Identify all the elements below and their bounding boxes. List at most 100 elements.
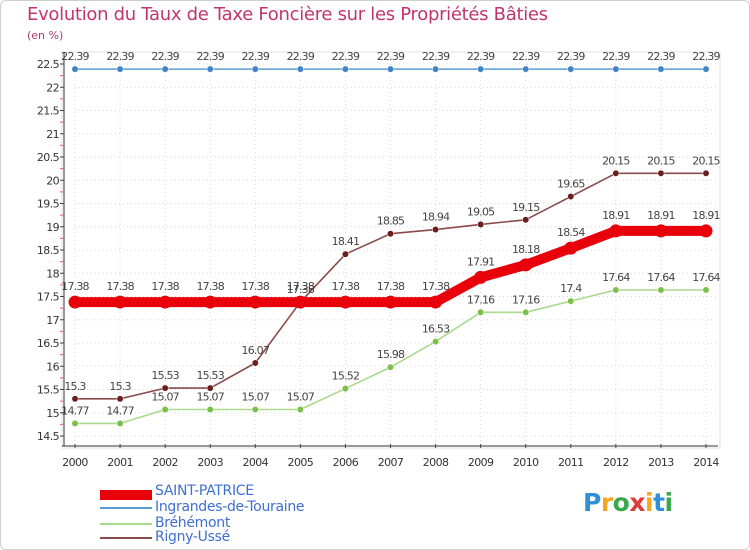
legend-swatch-rigny-usse: [100, 537, 152, 539]
data-point-ingrandes-de-touraine: [71, 65, 79, 73]
data-label-rigny-uss-: 20.15: [602, 154, 630, 167]
y-tick-label: 22.5: [37, 58, 60, 71]
data-point-rigny-uss-: [387, 230, 394, 238]
data-label-br-h-mont: 15.07: [287, 390, 315, 403]
x-tick-label: 2005: [288, 456, 314, 469]
data-label-br-h-mont: 15.98: [377, 348, 405, 361]
x-tick-label: 2006: [333, 456, 359, 469]
data-label-rigny-uss-: 15.53: [151, 369, 179, 382]
data-label-br-h-mont: 17.16: [467, 293, 495, 306]
data-label-saint-patrice: 18.54: [557, 226, 585, 239]
data-label-ingrandes-de-touraine: 22.39: [196, 50, 224, 63]
data-point-saint-patrice: [68, 295, 82, 309]
data-point-br-h-mont: [567, 297, 575, 305]
data-label-saint-patrice: 18.91: [692, 209, 720, 222]
data-point-saint-patrice: [654, 224, 668, 238]
data-label-ingrandes-de-touraine: 22.39: [377, 50, 405, 63]
data-point-saint-patrice: [203, 295, 217, 309]
data-label-rigny-uss-: 15.53: [196, 369, 224, 382]
y-tick-label: 14.5: [37, 430, 60, 443]
data-point-ingrandes-de-touraine: [612, 65, 620, 73]
data-point-saint-patrice: [384, 295, 397, 309]
x-tick-label: 2014: [693, 456, 719, 469]
legend-swatch-brehemont: [100, 523, 152, 525]
data-point-br-h-mont: [341, 385, 349, 393]
data-point-saint-patrice: [474, 270, 488, 284]
data-label-br-h-mont: 14.77: [106, 404, 134, 417]
y-tick-label: 18.5: [37, 244, 60, 257]
data-point-ingrandes-de-touraine: [116, 65, 124, 73]
data-label-ingrandes-de-touraine: 22.39: [287, 50, 315, 63]
legend-swatch-ingrandes: [100, 507, 152, 509]
data-label-br-h-mont: 17.64: [692, 271, 720, 284]
data-label-saint-patrice: 18.91: [647, 209, 675, 222]
data-point-ingrandes-de-touraine: [522, 65, 530, 73]
data-label-saint-patrice: 18.91: [602, 209, 630, 222]
data-point-rigny-uss-: [477, 220, 485, 228]
logo-letter: i: [664, 488, 674, 517]
data-label-rigny-uss-: 18.41: [332, 235, 360, 248]
y-tick-label: 17: [46, 314, 59, 327]
unit-label: (en %): [27, 29, 64, 42]
y-tick-label: 16: [46, 360, 59, 373]
grid: [61, 51, 721, 449]
data-point-ingrandes-de-touraine: [702, 65, 710, 73]
data-label-rigny-uss-: 17.38: [287, 283, 315, 296]
data-label-rigny-uss-: 18.85: [377, 215, 405, 228]
data-label-ingrandes-de-touraine: 22.39: [557, 50, 585, 63]
data-point-br-h-mont: [296, 406, 304, 413]
data-label-saint-patrice: 17.38: [242, 280, 270, 293]
data-label-br-h-mont: 14.77: [61, 404, 89, 417]
data-point-saint-patrice: [338, 295, 352, 309]
data-point-ingrandes-de-touraine: [567, 65, 575, 73]
y-tick-label: 16.5: [37, 337, 60, 350]
x-tick-label: 2008: [423, 456, 449, 469]
x-tick-label: 2003: [197, 456, 223, 469]
data-point-rigny-uss-: [612, 169, 620, 177]
data-label-br-h-mont: 17.64: [602, 271, 630, 284]
y-tick-label: 20.5: [37, 151, 60, 164]
data-label-br-h-mont: 15.52: [332, 370, 360, 383]
data-label-saint-patrice: 17.38: [422, 280, 450, 293]
data-point-br-h-mont: [71, 419, 79, 427]
data-label-br-h-mont: 17.4: [560, 282, 582, 295]
data-label-rigny-uss-: 19.15: [512, 201, 540, 214]
y-tick-label: 21.5: [37, 105, 60, 118]
x-tick-label: 2007: [378, 456, 404, 469]
data-label-ingrandes-de-touraine: 22.39: [242, 50, 270, 63]
data-point-saint-patrice: [248, 295, 262, 309]
data-label-rigny-uss-: 20.15: [692, 154, 720, 167]
data-point-ingrandes-de-touraine: [387, 65, 394, 73]
data-label-rigny-uss-: 15.3: [64, 380, 86, 393]
data-label-ingrandes-de-touraine: 22.39: [512, 50, 540, 63]
data-point-rigny-uss-: [116, 395, 124, 403]
data-label-ingrandes-de-touraine: 22.39: [61, 50, 89, 63]
data-point-saint-patrice: [429, 295, 443, 309]
logo-letter: i: [645, 488, 654, 517]
y-axis-ticks: 14.5 15 15.5 16 16.5 17 17.5 18 18.5 19 19.5 20 20.5…: [37, 58, 64, 443]
data-label-saint-patrice: 18.18: [512, 243, 540, 256]
data-point-ingrandes-de-touraine: [161, 65, 169, 73]
data-point-ingrandes-de-touraine: [341, 65, 349, 73]
logo-letter: P: [583, 488, 601, 517]
y-tick-label: 19: [46, 221, 59, 234]
data-point-saint-patrice: [564, 241, 578, 255]
series-lines: [68, 65, 713, 427]
data-point-br-h-mont: [657, 286, 665, 294]
data-label-saint-patrice: 17.38: [151, 280, 179, 293]
logo-letter: o: [612, 488, 630, 517]
data-label-ingrandes-de-touraine: 22.39: [151, 50, 179, 63]
data-point-br-h-mont: [432, 338, 440, 346]
data-label-saint-patrice: 17.38: [287, 280, 315, 293]
data-point-ingrandes-de-touraine: [477, 65, 485, 73]
legend-label-brehemont: Bréhémont: [155, 515, 231, 531]
legend-label-saint-patrice: SAINT-PATRICE: [155, 483, 254, 499]
y-tick-label: 20: [46, 174, 59, 187]
data-point-ingrandes-de-touraine: [206, 65, 214, 73]
data-point-ingrandes-de-touraine: [432, 65, 440, 73]
data-point-br-h-mont: [477, 308, 485, 316]
y-tick-label: 21: [46, 128, 59, 141]
legend-label-ingrandes: Ingrandes-de-Touraine: [155, 499, 305, 515]
x-tick-label: 2009: [468, 456, 494, 469]
x-tick-label: 2004: [242, 456, 268, 469]
